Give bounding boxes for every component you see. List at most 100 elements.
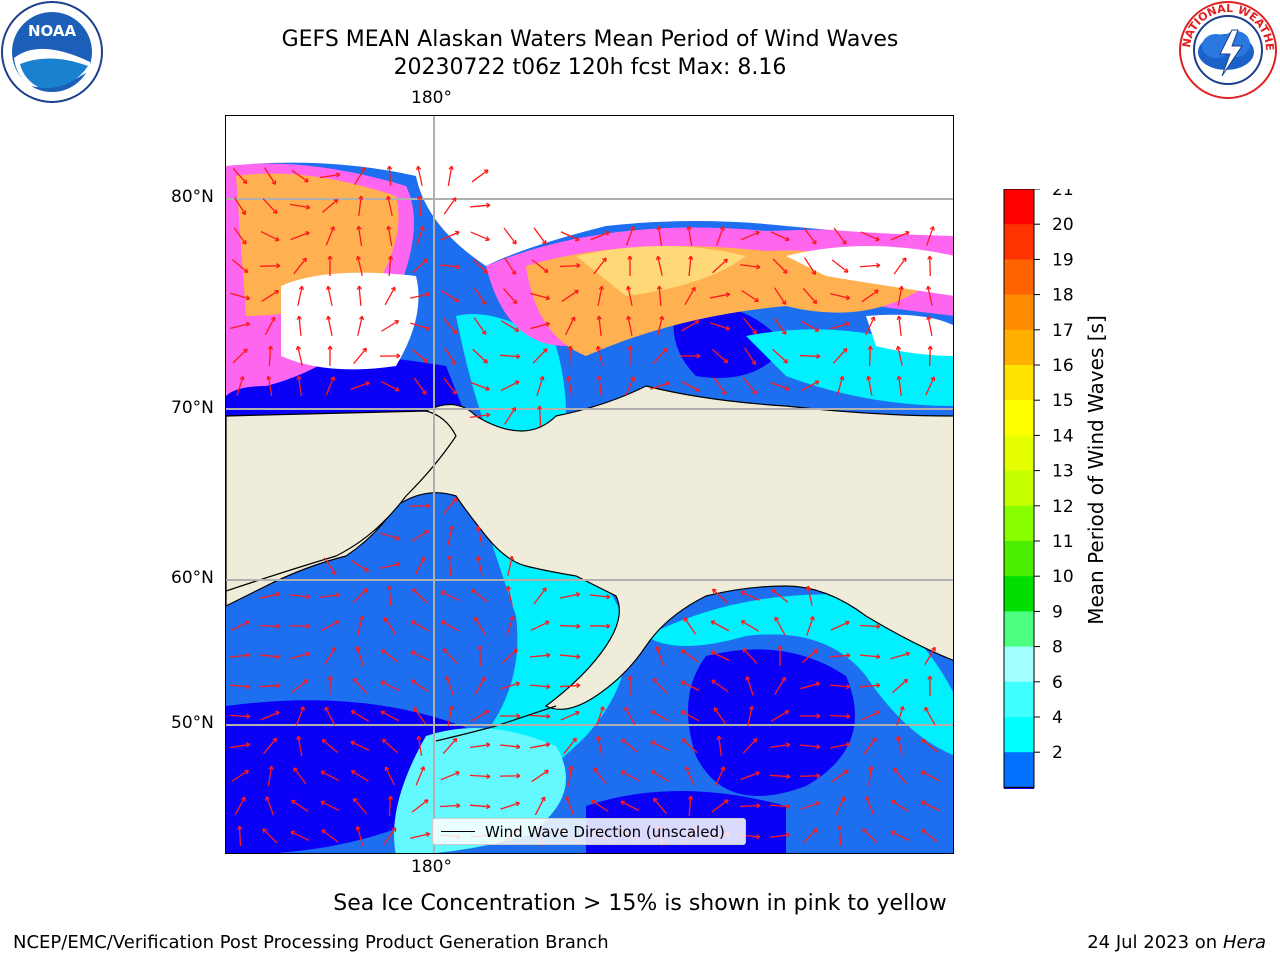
wind-wave-arrow — [620, 770, 640, 782]
wind-wave-arrowhead — [898, 285, 904, 291]
wind-wave-arrow — [682, 738, 698, 754]
wind-wave-arrowhead — [686, 225, 692, 231]
wind-wave-arrow — [470, 381, 490, 391]
wind-wave-arrowhead — [333, 198, 339, 204]
footer-date: 24 Jul 2023 on Hera — [1087, 932, 1266, 953]
wind-wave-arrowhead — [302, 257, 307, 263]
wind-wave-arrow — [500, 802, 520, 810]
colorbar-tick-label: 8 — [1052, 638, 1063, 658]
wind-wave-arrow — [357, 316, 363, 336]
wind-wave-arrow — [898, 315, 902, 337]
wind-wave-arrow — [440, 591, 460, 601]
wind-wave-arrow — [865, 796, 875, 816]
wind-wave-arrowhead — [901, 257, 907, 262]
wind-wave-arrow — [710, 651, 730, 661]
wind-wave-arrow — [806, 616, 814, 636]
wind-wave-arrowhead — [513, 648, 519, 654]
wind-wave-arrow — [770, 381, 790, 391]
wind-wave-arrow — [897, 346, 903, 366]
wind-wave-arrowhead — [385, 195, 392, 201]
wind-wave-arrow — [771, 589, 789, 603]
wind-wave-arrowhead — [620, 800, 626, 806]
wind-wave-arrowhead — [474, 616, 479, 622]
wind-wave-arrow — [625, 376, 635, 396]
wind-wave-arrowhead — [266, 375, 272, 381]
wind-wave-arrowhead — [872, 737, 877, 743]
wind-wave-arrowhead — [903, 678, 909, 684]
wind-wave-arrowhead — [870, 316, 876, 322]
wind-wave-arrowhead — [296, 735, 302, 741]
wind-wave-arrowhead — [296, 375, 302, 381]
wind-wave-arrowhead — [605, 230, 610, 236]
wind-wave-arrowhead — [812, 299, 818, 305]
footer-credit: NCEP/EMC/Verification Post Processing Pr… — [13, 932, 609, 953]
wind-wave-arrowhead — [683, 617, 689, 622]
wind-wave-arrow — [263, 737, 277, 755]
wind-wave-arrow — [892, 678, 908, 694]
wind-wave-arrowhead — [895, 345, 901, 351]
colorbar-tick-label: 18 — [1052, 286, 1074, 306]
wind-wave-arrow — [290, 203, 310, 209]
wind-wave-arrowhead — [387, 795, 394, 800]
wind-wave-arrow — [352, 678, 368, 694]
wind-wave-arrow — [327, 286, 333, 306]
wind-wave-arrow — [835, 796, 845, 816]
wind-wave-arrow — [380, 681, 400, 691]
wind-wave-arrowhead — [809, 616, 815, 621]
wind-wave-arrowhead — [786, 803, 791, 810]
wind-wave-arrow — [471, 169, 489, 183]
wind-wave-arrowhead — [624, 706, 630, 712]
noaa-logo: NOAA — [1, 1, 103, 103]
wind-wave-arrow — [499, 744, 521, 748]
wind-wave-arrowhead — [784, 710, 790, 715]
wind-wave-arrowhead — [684, 766, 690, 771]
wind-wave-arrowhead — [716, 735, 722, 740]
wind-wave-arrowhead — [324, 706, 330, 712]
wind-wave-arrow — [567, 376, 573, 396]
wind-wave-arrowhead — [423, 258, 428, 264]
wind-wave-arrowhead — [514, 327, 520, 332]
lat-label-50n: 50°N — [171, 713, 214, 733]
wind-wave-arrow — [568, 345, 572, 367]
wind-wave-arrow — [860, 231, 880, 241]
wind-wave-arrowhead — [662, 347, 668, 353]
wind-wave-arrowhead — [442, 648, 448, 653]
wind-wave-arrowhead — [813, 648, 819, 654]
wind-wave-arrowhead — [567, 345, 574, 350]
wind-wave-arrowhead — [656, 225, 662, 231]
wind-wave-arrowhead — [927, 675, 933, 680]
wind-wave-arrow — [259, 624, 281, 628]
wind-wave-arrowhead — [268, 765, 274, 771]
wind-wave-arrowhead — [512, 299, 518, 305]
wind-wave-arrow — [741, 620, 759, 632]
wind-wave-arrowhead — [237, 825, 243, 830]
wind-wave-arrowhead — [275, 710, 280, 716]
wind-wave-arrowhead — [840, 796, 846, 802]
colorbar-tick-label: 11 — [1052, 532, 1074, 552]
nws-logo: NATIONAL WEATHER SERVICE — [1176, 0, 1277, 99]
wind-wave-arrowhead — [421, 556, 426, 562]
wind-wave-arrowhead — [541, 240, 547, 245]
wind-wave-arrowhead — [899, 706, 905, 711]
wind-wave-arrow — [439, 264, 461, 268]
wind-wave-arrow — [560, 593, 580, 599]
wind-wave-arrow — [802, 288, 818, 304]
wind-wave-arrowhead — [484, 710, 490, 715]
wind-wave-arrowhead — [652, 797, 658, 803]
wind-wave-arrowhead — [721, 390, 727, 395]
wind-wave-arrowhead — [454, 297, 460, 303]
wind-wave-arrow — [267, 376, 273, 396]
wind-wave-arrowhead — [545, 295, 551, 301]
wind-wave-arrowhead — [245, 295, 251, 301]
wind-wave-arrow — [924, 706, 936, 726]
wind-wave-arrow — [358, 195, 362, 217]
wind-wave-arrowhead — [362, 347, 368, 353]
wind-wave-arrow — [658, 285, 662, 307]
colorbar-tick-label: 19 — [1052, 250, 1074, 270]
wind-wave-arrowhead — [748, 705, 754, 711]
wind-wave-arrow — [469, 204, 491, 208]
wind-wave-arrowhead — [927, 255, 933, 260]
wind-wave-arrow — [536, 376, 544, 396]
legend-line-swatch — [441, 831, 475, 832]
wind-wave-arrow — [530, 621, 550, 631]
